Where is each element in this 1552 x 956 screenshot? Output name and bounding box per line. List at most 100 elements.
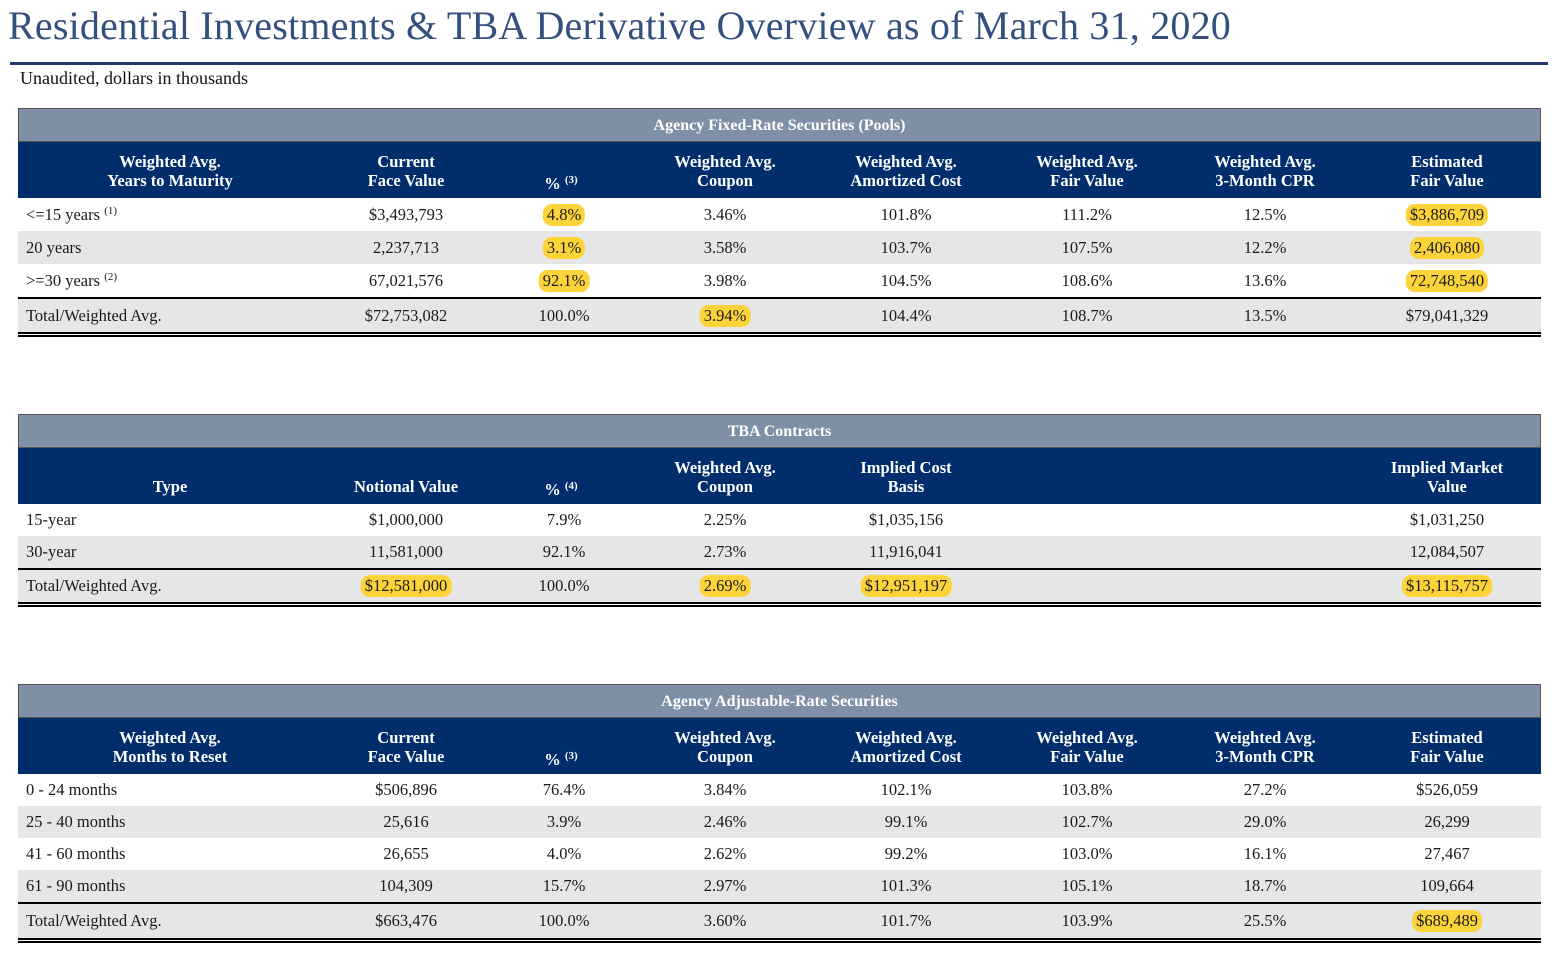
column-header-line2: 3-Month CPR bbox=[1215, 171, 1315, 190]
cell-est: $689,489 bbox=[1412, 910, 1482, 932]
cell-coupon: 3.94% bbox=[699, 304, 751, 327]
cell-pct: 3.1% bbox=[542, 236, 586, 259]
cell-market: $13,115,757 bbox=[1402, 575, 1492, 597]
column-header: Weighted Avg. Amortized Cost bbox=[850, 728, 961, 766]
cell-cost: $1,035,156 bbox=[868, 510, 944, 529]
footnote-marker: (2) bbox=[104, 270, 118, 283]
cell-pct: 7.9% bbox=[546, 510, 582, 529]
column-header-row: Weighted Avg. Years to Maturity Current Fac… bbox=[18, 142, 1541, 198]
column-header-line1: Weighted Avg. bbox=[1214, 728, 1316, 747]
cell-pct: 3.9% bbox=[546, 812, 582, 831]
cell-amort: 103.7% bbox=[880, 237, 932, 257]
row-label: 0 - 24 months bbox=[26, 780, 117, 800]
cell-fair: 102.7% bbox=[1061, 812, 1113, 831]
total-row: Total/Weighted Avg. $72,753,082 100.0% 3.94… bbox=[18, 297, 1541, 332]
cell-pct: 100.0% bbox=[538, 576, 590, 595]
cell-face: $506,896 bbox=[375, 780, 437, 799]
column-header-line2: Type bbox=[152, 477, 188, 496]
table-row: 0 - 24 months $506,896 76.4% 3.84% 102.1% 103… bbox=[18, 774, 1541, 806]
cell-cpr: 12.2% bbox=[1243, 237, 1287, 257]
row-label-text: Total/Weighted Avg. bbox=[26, 576, 162, 595]
cell-amort: 99.1% bbox=[884, 812, 928, 831]
cell-fair: 108.7% bbox=[1061, 305, 1113, 325]
column-header: Weighted Avg. Fair Value bbox=[1036, 152, 1137, 190]
title-divider bbox=[10, 62, 1548, 65]
column-header: % (3) bbox=[544, 728, 577, 769]
adjustable-rate-table: Agency Adjustable-Rate Securities Weighte… bbox=[18, 684, 1541, 943]
cell-pct: 92.1% bbox=[538, 269, 590, 292]
cell-est: 27,467 bbox=[1424, 844, 1470, 863]
row-label-text: 0 - 24 months bbox=[26, 780, 118, 799]
column-header-line1: Weighted Avg. bbox=[119, 728, 221, 747]
cell-amort: 99.2% bbox=[884, 844, 928, 863]
cell-est: $3,886,709 bbox=[1405, 203, 1489, 226]
cell-pct: 92.1% bbox=[542, 542, 586, 561]
cell-pct: 100.0% bbox=[538, 305, 590, 325]
column-header-row: Weighted Avg. Months to Reset Current Face … bbox=[18, 718, 1541, 774]
column-header-line1: Weighted Avg. bbox=[1036, 728, 1138, 747]
cell-fair: 108.6% bbox=[1061, 270, 1113, 290]
footnote-marker: (3) bbox=[564, 750, 578, 762]
cell-cost: 11,916,041 bbox=[869, 542, 943, 561]
cell-est: 72,748,540 bbox=[1405, 269, 1489, 292]
column-header-line1: Estimated bbox=[1411, 728, 1483, 747]
row-label: Total/Weighted Avg. bbox=[26, 306, 162, 326]
row-label-text: 61 - 90 months bbox=[26, 876, 126, 895]
cell-notional: 11,581,000 bbox=[369, 542, 443, 561]
column-header: Weighted Avg. Months to Reset bbox=[113, 728, 228, 766]
cell-face: $72,753,082 bbox=[364, 305, 448, 325]
footnote-marker: (4) bbox=[564, 480, 578, 492]
page-subtitle: Unaudited, dollars in thousands bbox=[20, 68, 248, 88]
column-header-line1: Current bbox=[377, 728, 435, 747]
row-label-text: Total/Weighted Avg. bbox=[26, 911, 162, 930]
cell-amort: 102.1% bbox=[880, 780, 932, 799]
column-header: Implied Cost Basis bbox=[860, 458, 951, 496]
footnote-marker: (3) bbox=[564, 174, 578, 186]
table-row: 30-year 11,581,000 92.1% 2.73% 11,916,041 12,… bbox=[18, 536, 1541, 568]
cell-fair: 111.2% bbox=[1062, 204, 1112, 224]
column-header: Current Face Value bbox=[368, 152, 445, 190]
column-header: Weighted Avg. 3-Month CPR bbox=[1214, 728, 1315, 766]
fixed-rate-table: Agency Fixed-Rate Securities (Pools) Weig… bbox=[18, 108, 1541, 337]
column-header-line2: Coupon bbox=[697, 747, 753, 766]
cell-coupon: 3.98% bbox=[703, 270, 747, 290]
table-row: 41 - 60 months 26,655 4.0% 2.62% 99.2% 103.0%… bbox=[18, 838, 1541, 870]
cell-cpr: 13.5% bbox=[1243, 305, 1287, 325]
row-label-text: 15-year bbox=[26, 510, 77, 529]
cell-coupon: 3.46% bbox=[703, 204, 747, 224]
row-label-text: <=15 years bbox=[26, 204, 101, 224]
column-header-line2: Coupon bbox=[697, 477, 753, 496]
cell-cpr: 27.2% bbox=[1243, 780, 1287, 799]
cell-notional: $1,000,000 bbox=[368, 510, 444, 529]
column-header: Weighted Avg. Fair Value bbox=[1036, 728, 1137, 766]
double-rule bbox=[18, 602, 1541, 607]
column-header-line2: Face Value bbox=[367, 171, 445, 190]
column-header-line2: Months to Reset bbox=[112, 747, 228, 766]
cell-pct: 76.4% bbox=[542, 780, 586, 799]
section-header: Agency Adjustable-Rate Securities bbox=[18, 684, 1541, 718]
cell-coupon: 3.84% bbox=[703, 780, 747, 799]
cell-coupon: 2.25% bbox=[703, 510, 747, 529]
column-header: Current Face Value bbox=[368, 728, 445, 766]
tba-contracts-table: TBA Contracts Type Notional Value% (4) Weig… bbox=[18, 414, 1541, 607]
cell-coupon: 3.58% bbox=[703, 237, 747, 257]
column-header-line2: Amortized Cost bbox=[850, 171, 962, 190]
cell-fair: 103.0% bbox=[1061, 844, 1113, 863]
row-label: 30-year bbox=[26, 542, 76, 562]
cell-coupon: 3.60% bbox=[703, 911, 747, 930]
cell-market: 12,084,507 bbox=[1409, 542, 1485, 561]
column-header: Weighted Avg. Coupon bbox=[674, 458, 775, 496]
cell-coupon: 2.73% bbox=[703, 542, 747, 561]
column-header-line2: Coupon bbox=[697, 171, 753, 190]
row-label-text: 20 years bbox=[26, 237, 82, 257]
cell-est: $526,059 bbox=[1416, 780, 1478, 799]
cell-pct: 4.0% bbox=[546, 844, 582, 863]
column-header-line1: Weighted Avg. bbox=[1214, 152, 1316, 171]
cell-coupon: 2.46% bbox=[703, 812, 747, 831]
column-header-line1: Current bbox=[377, 152, 435, 171]
cell-amort: 101.8% bbox=[880, 204, 932, 224]
column-header-line1: Weighted Avg. bbox=[1036, 152, 1138, 171]
column-header: Notional Value bbox=[354, 458, 458, 496]
column-header-line2: Amortized Cost bbox=[850, 747, 962, 766]
column-header-line2: Face Value bbox=[367, 747, 445, 766]
